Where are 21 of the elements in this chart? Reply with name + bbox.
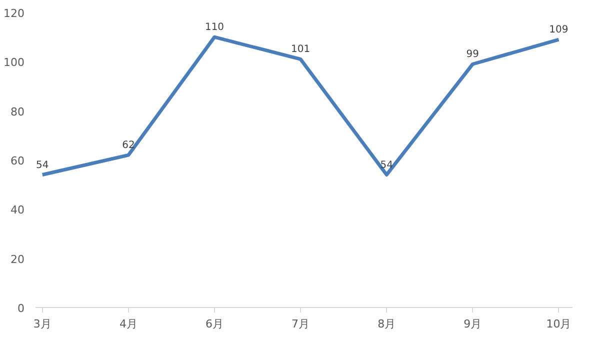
y-tick-label: 20 <box>10 252 25 266</box>
data-label: 62 <box>122 140 135 152</box>
y-tick-label: 0 <box>18 302 24 315</box>
y-tick-label: 40 <box>10 204 25 217</box>
y-tick-label: 100 <box>4 56 25 70</box>
y-tick-label: 80 <box>10 105 25 118</box>
x-tick-label: 4月 <box>119 318 138 330</box>
data-label: 54 <box>380 160 393 171</box>
x-tick-label: 6月 <box>206 318 224 330</box>
y-tick-label: 60 <box>10 154 25 168</box>
data-label: 110 <box>204 22 224 34</box>
data-label: 101 <box>291 44 310 56</box>
x-tick-label: 7月 <box>292 318 310 330</box>
x-tick-label: 9月 <box>464 318 482 330</box>
x-tick-label: 3月 <box>33 318 52 330</box>
x-tick-label: 10月 <box>546 318 572 330</box>
x-tick-label: 8月 <box>378 318 396 330</box>
data-label: 99 <box>466 49 480 60</box>
data-label: 109 <box>549 24 568 36</box>
data-label: 54 <box>36 160 49 171</box>
y-tick-label: 120 <box>4 7 25 20</box>
